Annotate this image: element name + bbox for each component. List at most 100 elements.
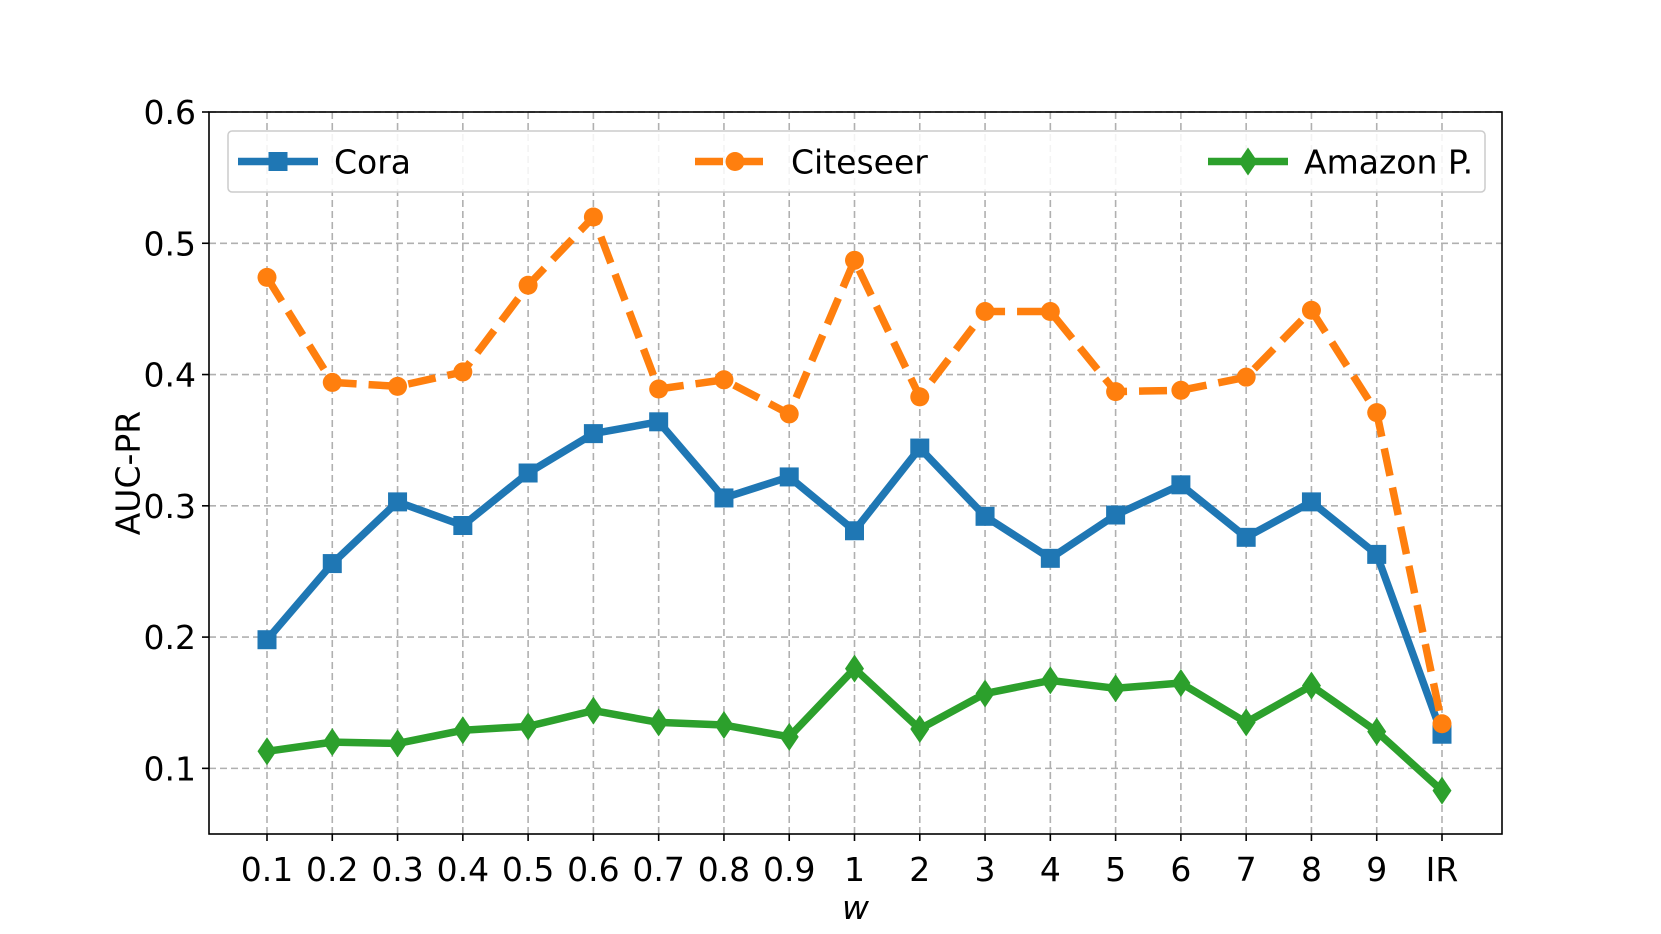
data-point — [649, 412, 669, 432]
data-point — [714, 370, 734, 390]
data-point — [649, 379, 669, 399]
axes: 0.1 0.2 0.3 0.4 0.5 0.6 0.7 0.8 0.9 1 2 3 4 5 6 7 8 9 IR 0.… — [144, 93, 1459, 889]
data-point — [845, 654, 864, 683]
data-point — [1236, 527, 1256, 547]
y-tick-label: 0.2 — [144, 618, 196, 657]
data-point — [583, 696, 603, 725]
data-point — [257, 267, 277, 287]
legend-marker — [725, 152, 745, 171]
y-tick-label: 0.6 — [144, 93, 196, 132]
y-tick-label: 0.5 — [144, 224, 196, 263]
x-tick-label: 3 — [975, 850, 996, 889]
y-axis-title: AUC-PR — [109, 411, 148, 536]
data-point — [845, 250, 864, 270]
data-point — [1171, 380, 1191, 400]
data-point — [1040, 302, 1060, 322]
legend-label: Amazon P. — [1304, 143, 1473, 182]
data-point — [649, 708, 669, 737]
legend-label: Cora — [334, 143, 411, 182]
data-point — [518, 712, 538, 741]
data-point — [518, 463, 538, 483]
data-point — [1432, 714, 1452, 734]
data-point — [257, 630, 277, 650]
x-axis-title: w — [842, 888, 870, 927]
data-point — [714, 711, 734, 740]
x-tick-label: 0.3 — [371, 850, 423, 889]
y-tick-label: 0.1 — [144, 749, 196, 788]
series-cora — [257, 412, 1452, 744]
data-point — [714, 488, 734, 508]
data-point — [388, 376, 408, 396]
legend-entry: Cora — [238, 143, 411, 182]
x-tick-label: 0.2 — [306, 850, 358, 889]
x-tick-label: 8 — [1301, 850, 1322, 889]
x-tick-label: 0.1 — [241, 850, 293, 889]
data-point — [910, 714, 930, 743]
data-point — [1301, 492, 1321, 512]
data-point — [1367, 403, 1387, 423]
data-point — [583, 207, 603, 227]
x-tick-label: 6 — [1170, 850, 1191, 889]
data-point — [388, 729, 408, 758]
legend-box — [227, 130, 1486, 193]
data-point — [1106, 382, 1126, 402]
data-point — [453, 362, 473, 382]
data-point — [1301, 300, 1321, 320]
data-point — [1301, 671, 1321, 700]
x-tick-label: 5 — [1105, 850, 1126, 889]
x-tick-label: 9 — [1366, 850, 1387, 889]
data-point — [975, 679, 995, 708]
data-point — [910, 387, 930, 407]
data-point — [453, 716, 473, 745]
data-point — [975, 506, 995, 526]
data-point — [779, 722, 799, 751]
data-point — [1040, 548, 1060, 568]
data-point — [583, 424, 603, 444]
series-amazon-p — [257, 654, 1452, 805]
data-point — [1236, 367, 1256, 387]
y-tick-label: 0.3 — [144, 487, 196, 526]
x-tick-label: 2 — [909, 850, 930, 889]
x-tick-label: 7 — [1236, 850, 1257, 889]
x-tick-label: IR — [1426, 850, 1459, 889]
y-tick-label: 0.4 — [144, 356, 196, 395]
x-tick-label: 0.8 — [698, 850, 750, 889]
data-point — [910, 438, 930, 458]
data-point — [453, 516, 473, 536]
x-tick-label: 1 — [844, 850, 865, 889]
legend-entry: Amazon P. — [1208, 143, 1473, 182]
data-point — [1106, 674, 1126, 703]
series-citeseer — [257, 207, 1452, 734]
plot-frame — [208, 111, 1503, 835]
data-point — [322, 554, 342, 574]
data-point — [322, 372, 342, 392]
data-point — [779, 467, 799, 487]
data-point — [1106, 505, 1126, 525]
data-point — [779, 404, 799, 424]
legend-label: Citeseer — [791, 143, 928, 182]
data-point — [1171, 475, 1191, 495]
legend-marker — [268, 152, 288, 171]
x-tick-label: 0.4 — [437, 850, 489, 889]
x-tick-label: 0.6 — [567, 850, 619, 889]
data-point — [1432, 776, 1452, 805]
data-point — [1367, 717, 1387, 746]
data-point — [518, 275, 538, 295]
x-tick-label: 4 — [1040, 850, 1061, 889]
series-layer — [257, 207, 1452, 805]
x-tick-label: 0.7 — [632, 850, 684, 889]
data-point — [1040, 666, 1060, 695]
data-point — [322, 728, 342, 757]
data-point — [1367, 544, 1387, 564]
data-point — [1236, 708, 1256, 737]
legend-entry: Citeseer — [695, 143, 928, 182]
x-tick-label: 0.9 — [763, 850, 815, 889]
data-point — [845, 521, 864, 541]
data-point — [257, 737, 277, 766]
legend-marker — [1238, 147, 1258, 176]
data-point — [388, 492, 408, 512]
legend: Cora Citeseer Amazon P. — [227, 130, 1486, 193]
data-point — [1171, 669, 1191, 698]
x-tick-label: 0.5 — [502, 850, 554, 889]
